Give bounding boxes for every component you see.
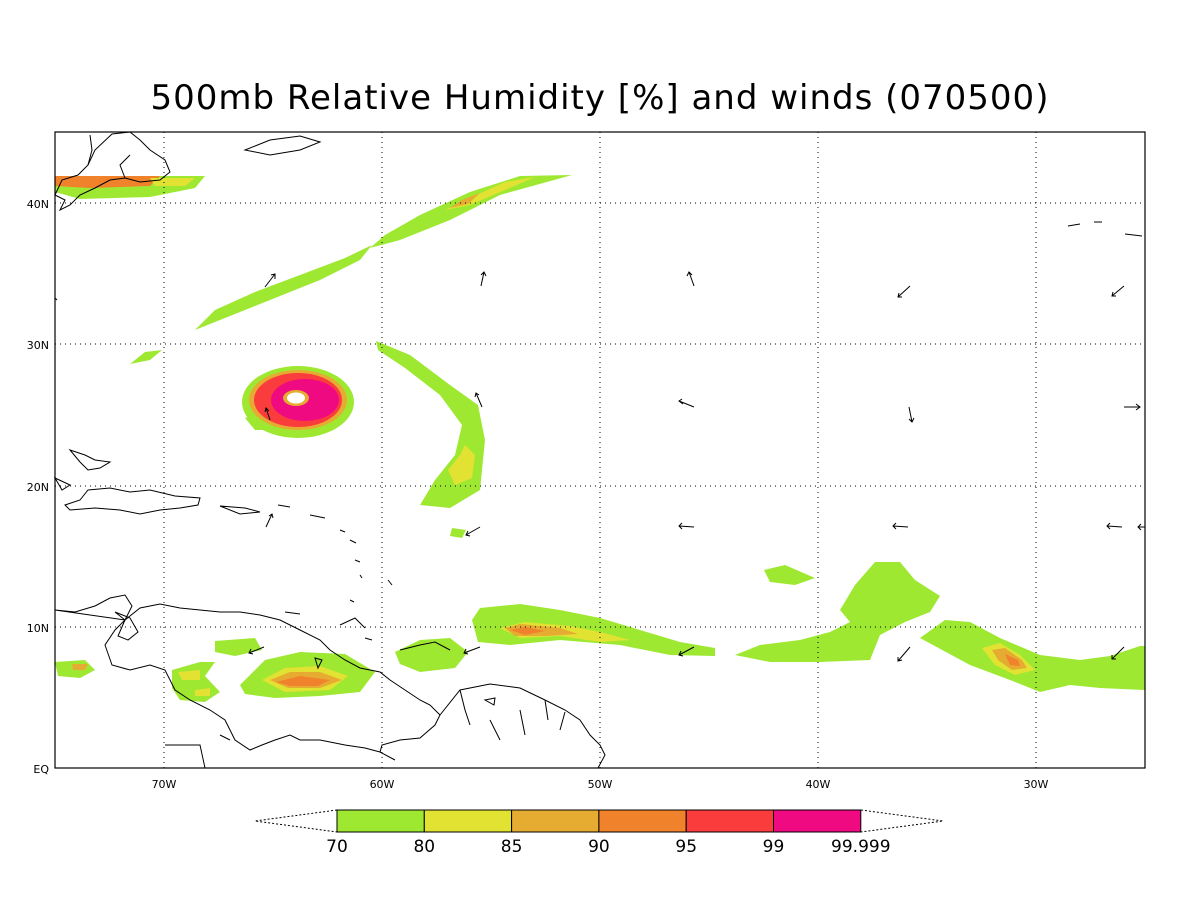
wind-arrow — [465, 526, 481, 537]
wind-arrow — [1111, 285, 1125, 297]
legend-label: 99 — [763, 837, 785, 857]
wind-arrow — [1111, 646, 1125, 660]
wind-arrow — [897, 285, 911, 298]
lat-axis-labels: 40N 30N 20N 10N EQ — [27, 198, 50, 776]
humidity-area — [195, 245, 372, 330]
legend-swatch — [598, 809, 687, 833]
legend-label: 85 — [501, 837, 523, 857]
humidity-area — [55, 176, 160, 188]
wind-arrow — [678, 398, 695, 408]
lon-label: 40W — [806, 778, 831, 791]
map-frame — [54, 131, 1146, 769]
legend-right-extension — [860, 809, 944, 833]
legend-swatch — [423, 809, 513, 833]
wind-arrow — [678, 522, 695, 530]
humidity-area — [510, 627, 545, 635]
legend-label: 99.999 — [831, 837, 890, 857]
coastlines — [53, 131, 1143, 769]
wind-arrow — [686, 271, 695, 287]
wind-arrow — [908, 406, 915, 423]
wind-arrow — [265, 513, 274, 528]
lat-label: 40N — [27, 198, 49, 211]
humidity-area — [276, 676, 330, 686]
legend-label: 90 — [588, 837, 610, 857]
humidity-area — [448, 445, 475, 485]
wind-arrow — [897, 646, 911, 662]
humidity-area — [376, 341, 485, 508]
humidity-area — [472, 604, 715, 656]
humidity-area — [150, 178, 195, 186]
legend-left-extension — [254, 809, 338, 833]
legend-label: 95 — [675, 837, 697, 857]
lat-label: 20N — [27, 481, 49, 494]
map-title: 500mb Relative Humidity [%] and winds (0… — [150, 78, 1050, 118]
humidity-area — [72, 664, 88, 670]
humidity-area — [215, 638, 262, 656]
grid-lines — [55, 132, 1145, 768]
humidity-area — [178, 670, 200, 680]
humidity-area — [450, 528, 466, 538]
lon-axis-labels: 70W 60W 50W 40W 30W — [152, 778, 1049, 791]
lat-label: EQ — [33, 763, 49, 776]
lat-label: 10N — [27, 622, 49, 635]
wind-arrow — [1124, 403, 1141, 411]
legend-swatch — [511, 809, 600, 833]
wind-arrow — [1106, 522, 1123, 530]
lon-label: 30W — [1024, 778, 1049, 791]
wind-arrow — [480, 271, 487, 287]
wind-arrow — [264, 407, 271, 421]
humidity-area — [130, 350, 162, 364]
legend-swatch — [685, 809, 775, 833]
lat-label: 30N — [27, 339, 49, 352]
lon-label: 50W — [588, 778, 613, 791]
humidity-area — [764, 565, 815, 585]
humidity-area — [1005, 654, 1020, 666]
humidity-area — [920, 620, 1145, 692]
wind-arrow — [248, 646, 265, 655]
lon-label: 70W — [152, 778, 177, 791]
wind-arrow — [892, 522, 909, 530]
wind-arrow — [1137, 523, 1145, 531]
wind-arrow — [678, 646, 695, 657]
hurricane-system — [242, 366, 354, 438]
legend-swatch — [773, 809, 862, 833]
humidity-area — [195, 688, 210, 696]
wind-arrow — [474, 392, 483, 408]
humidity-area — [370, 175, 572, 248]
humidity-area — [735, 562, 940, 662]
wind-arrow — [463, 646, 481, 655]
legend-label: 80 — [413, 837, 435, 857]
lon-label: 60W — [370, 778, 395, 791]
wind-arrow — [264, 273, 276, 288]
humidity-area — [450, 193, 480, 208]
color-legend: 70 80 85 90 95 99 99.999 — [254, 809, 944, 857]
legend-label: 70 — [326, 837, 348, 857]
wind-vectors — [248, 271, 1145, 662]
legend-swatch — [336, 809, 425, 833]
